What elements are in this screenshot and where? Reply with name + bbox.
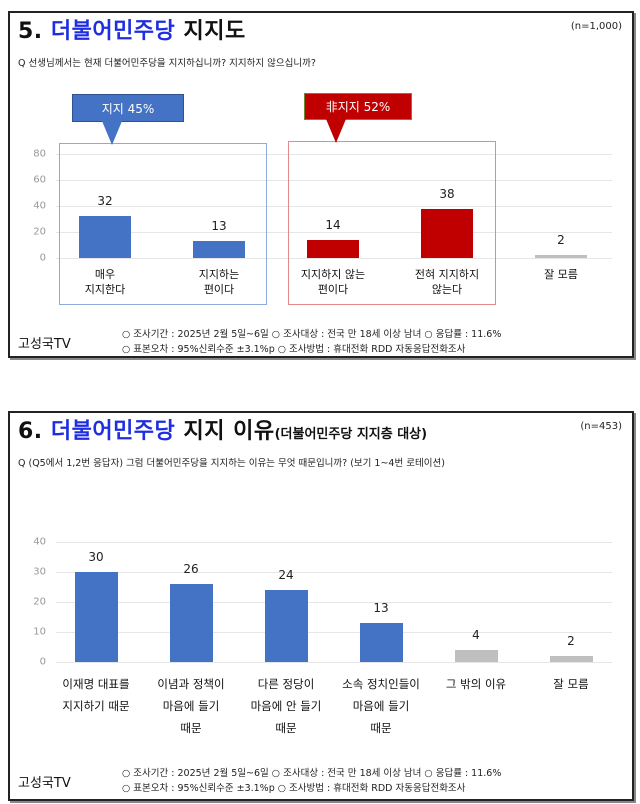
bar-value-label: 38: [439, 186, 455, 201]
x-axis-category-label: 그 밖의 이유: [445, 677, 507, 691]
bar-value-label: 24: [278, 568, 294, 582]
y-axis-tick: 40: [33, 200, 46, 212]
y-axis-tick: 20: [33, 596, 46, 608]
methodology-line-2: ○ 표본오차 : 95%신뢰수준 ±3.1%p ○ 조사방법 : 휴대전화 RD…: [122, 344, 466, 355]
bar-value-label: 30: [88, 550, 104, 564]
title-party-name: 더불어민주당: [50, 419, 176, 444]
bar: [307, 239, 359, 258]
survey-methodology-notes: ○ 조사기간 : 2025년 2월 5일~6일 ○ 조사대상 : 전국 만 18…: [122, 766, 501, 796]
title-topic: 지지 이유: [183, 419, 275, 444]
support-reason-panel: 6. 더불어민주당 지지 이유(더불어민주당 지지층 대상) (n=453) Q…: [8, 411, 634, 801]
support-bar-chart: 80 60 40 20 0 32 매우 지지한다 13 지지하는 편이다 14 지지하지 않는 편이…: [10, 13, 632, 356]
support-callout-text: 지지 45%: [101, 102, 155, 116]
title-number: 5.: [18, 19, 43, 44]
sample-size-label: (n=453): [580, 421, 622, 432]
gridline: [56, 602, 612, 603]
bar: [421, 208, 473, 258]
bar-value-label: 13: [373, 601, 389, 615]
x-axis-category-label: 지지하지 않는 편이다: [300, 268, 366, 296]
bar: [79, 216, 131, 258]
title-subgroup: (더불어민주당 지지층 대상): [274, 427, 428, 442]
x-axis-category-label: 지지하는 편이다: [198, 268, 240, 296]
title-party-name: 더불어민주당: [50, 19, 176, 44]
bar: [169, 584, 213, 662]
survey-question: Q (Q5에서 1,2번 응답자) 그럼 더불어민주당을 지지하는 이유는 무엇…: [18, 458, 445, 469]
bar: [74, 572, 118, 662]
x-axis-category-label: 매우 지지한다: [84, 268, 126, 296]
gridline: [56, 180, 612, 181]
gridline: [56, 662, 612, 663]
survey-methodology-notes: ○ 조사기간 : 2025년 2월 5일~6일 ○ 조사대상 : 전국 만 18…: [122, 327, 501, 357]
oppose-callout-text: 非지지 52%: [325, 100, 391, 114]
x-axis-category-label: 잘 모름: [553, 677, 589, 691]
reason-bar-chart: 40 30 20 10 0 30 이재명 대표를 지지하기 때문 26 이념과 정책이 마음에 …: [10, 413, 632, 799]
support-group-box: [59, 143, 267, 305]
y-axis-tick: 0: [39, 252, 46, 264]
bar-value-label: 2: [567, 634, 575, 648]
oppose-callout-pointer: [326, 119, 346, 143]
bar: [193, 241, 245, 258]
y-axis-tick: 80: [33, 148, 46, 160]
x-axis-category-label: 다른 정당이 마음에 안 들기 때문: [250, 677, 322, 735]
bar-value-label: 2: [557, 233, 565, 248]
y-axis-tick: 0: [39, 656, 46, 668]
footer-brand: 고성국TV: [18, 776, 71, 791]
y-axis-tick: 10: [33, 626, 46, 638]
bar-value-label: 26: [183, 562, 199, 576]
support-callout-pointer: [102, 121, 122, 145]
x-axis-category-label: 소속 정치인들이 마음에 들기 때문: [342, 677, 420, 735]
survey-question: Q 선생님께서는 현재 더불어민주당을 지지하십니까? 지지하지 않으십니까?: [18, 58, 316, 69]
y-axis-tick: 40: [33, 536, 46, 548]
y-axis-tick: 60: [33, 174, 46, 186]
y-axis-tick: 30: [33, 566, 46, 578]
x-axis-category-label: 이재명 대표를 지지하기 때문: [62, 677, 130, 713]
bar: [359, 623, 403, 662]
bar: [535, 255, 587, 258]
panel-title: 6. 더불어민주당 지지 이유(더불어민주당 지지층 대상): [18, 413, 427, 445]
gridline: [56, 258, 612, 259]
sample-size-label: (n=1,000): [570, 21, 622, 32]
gridline: [56, 542, 612, 543]
bar: [549, 656, 593, 662]
support-rate-panel: 5. 더불어민주당 지지도 (n=1,000) Q 선생님께서는 현재 더불어민…: [8, 11, 634, 358]
methodology-line-1: ○ 조사기간 : 2025년 2월 5일~6일 ○ 조사대상 : 전국 만 18…: [122, 768, 502, 779]
footer-brand: 고성국TV: [18, 337, 71, 352]
methodology-line-1: ○ 조사기간 : 2025년 2월 5일~6일 ○ 조사대상 : 전국 만 18…: [122, 329, 502, 340]
oppose-callout: 非지지 52%: [304, 93, 412, 120]
y-axis-tick: 20: [33, 226, 46, 238]
bar-value-label: 4: [472, 628, 480, 642]
bar-value-label: 14: [325, 217, 341, 232]
title-number: 6.: [18, 419, 43, 444]
x-axis-category-label: 잘 모름: [544, 268, 578, 281]
bar: [454, 650, 498, 662]
bar-value-label: 13: [211, 219, 227, 234]
gridline: [56, 572, 612, 573]
gridline: [56, 632, 612, 633]
oppose-group-box: [288, 141, 496, 305]
x-axis-category-label: 이념과 정책이 마음에 들기 때문: [157, 677, 225, 735]
panel-title: 5. 더불어민주당 지지도: [18, 13, 246, 45]
bar-value-label: 32: [97, 194, 113, 209]
x-axis-category-label: 전혀 지지하지 않는다: [414, 268, 480, 296]
gridline: [56, 232, 612, 233]
methodology-line-2: ○ 표본오차 : 95%신뢰수준 ±3.1%p ○ 조사방법 : 휴대전화 RD…: [122, 783, 466, 794]
support-callout: 지지 45%: [72, 94, 184, 122]
gridline: [56, 154, 612, 155]
title-topic: 지지도: [183, 19, 246, 44]
gridline: [56, 206, 612, 207]
bar: [264, 590, 308, 662]
